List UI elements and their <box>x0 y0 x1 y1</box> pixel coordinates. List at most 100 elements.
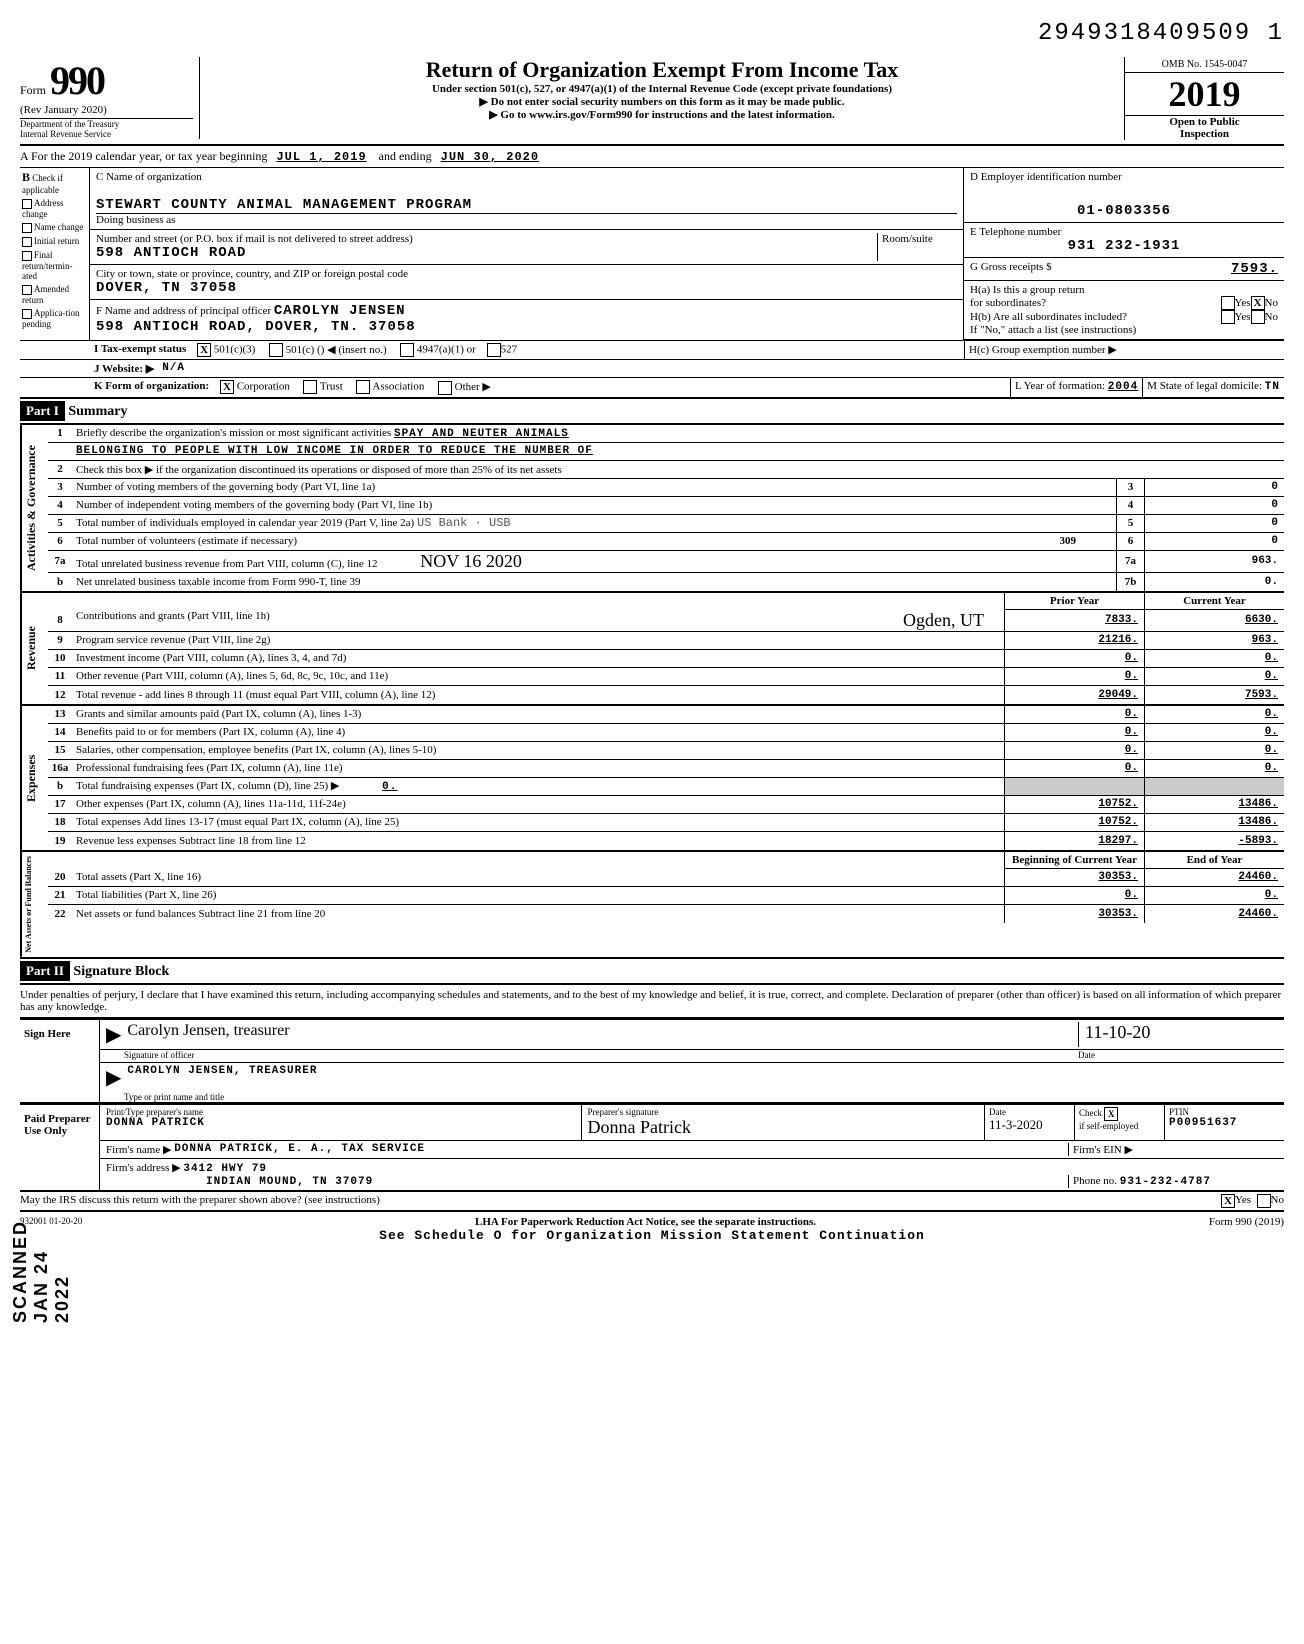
e22: 24460. <box>1144 905 1284 923</box>
check-501c[interactable] <box>269 343 283 357</box>
yes-2: Yes <box>1235 311 1251 323</box>
c15: 0. <box>1144 742 1284 759</box>
phone-label: E Telephone number <box>970 226 1278 238</box>
form-title: Return of Organization Exempt From Incom… <box>208 57 1116 83</box>
check-assoc[interactable] <box>356 380 370 394</box>
ha-no[interactable]: X <box>1251 296 1265 310</box>
line2: Check this box ▶ if the organization dis… <box>72 463 1284 476</box>
opt-trust: Trust <box>320 381 343 393</box>
check-501c3[interactable]: X <box>197 343 211 357</box>
line7b: Net unrelated business taxable income fr… <box>72 576 1116 588</box>
officer-name: CAROLYN JENSEN <box>274 303 406 319</box>
no-3: No <box>1271 1194 1284 1208</box>
website-value: N/A <box>158 360 189 377</box>
line7a: Total unrelated business revenue from Pa… <box>76 558 377 570</box>
sign-arrow-1: ▶ <box>106 1022 121 1047</box>
line10: Investment income (Part VIII, column (A)… <box>72 652 1004 664</box>
l-label: L Year of formation: <box>1015 380 1105 392</box>
firm-addr2: INDIAN MOUND, TN 37079 <box>206 1176 373 1188</box>
city-label: City or town, state or province, country… <box>96 268 957 280</box>
open-public-2: Inspection <box>1125 128 1284 140</box>
city-value: DOVER, TN 37058 <box>96 280 957 296</box>
hb-note: If "No," attach a list (see instructions… <box>970 324 1278 336</box>
no-1: No <box>1265 297 1278 309</box>
row-a: A For the 2019 calendar year, or tax yea… <box>20 146 1284 168</box>
preparer-signature: Donna Patrick <box>588 1117 978 1138</box>
row-i-label: I Tax-exempt status <box>90 341 190 359</box>
c10: 0. <box>1144 650 1284 667</box>
opt-4947: 4947(a)(1) or <box>417 344 476 356</box>
check-address[interactable] <box>22 199 32 209</box>
c9: 963. <box>1144 632 1284 649</box>
check-other[interactable] <box>438 381 452 395</box>
officer-addr: 598 ANTIOCH ROAD, DOVER, TN. 37058 <box>96 319 957 335</box>
part2-tag: Part II <box>20 961 70 981</box>
check-application[interactable] <box>22 309 32 319</box>
hdr-begin: Beginning of Current Year <box>1004 852 1144 869</box>
dept-line-2: Internal Revenue Service <box>20 129 193 139</box>
c14: 0. <box>1144 724 1284 741</box>
prep-date-label: Date <box>989 1107 1070 1117</box>
revenue-section: Revenue Prior YearCurrent Year 8Contribu… <box>20 593 1284 706</box>
check-final[interactable] <box>22 251 32 261</box>
ha-label: H(a) Is this a group return <box>970 284 1278 296</box>
line8: Contributions and grants (Part VIII, lin… <box>76 610 270 622</box>
date-caption: Date <box>1078 1050 1278 1060</box>
row-i: I Tax-exempt status X 501(c)(3) 501(c) (… <box>20 341 1284 360</box>
m-value: TN <box>1265 381 1280 393</box>
line11: Other revenue (Part VIII, column (A), li… <box>72 670 1004 682</box>
e20: 24460. <box>1144 869 1284 886</box>
b20: 30353. <box>1004 869 1144 886</box>
opt-501c: 501(c) ( <box>286 344 321 356</box>
line18: Total expenses Add lines 13-17 (must equ… <box>72 816 1004 828</box>
check-corp[interactable]: X <box>220 380 234 394</box>
stamp-date: NOV 16 2020 <box>420 551 522 571</box>
check-name[interactable] <box>22 223 32 233</box>
discuss-yes[interactable]: X <box>1221 1194 1235 1208</box>
check-selfemp[interactable]: X <box>1104 1107 1118 1121</box>
check-initial[interactable] <box>22 237 32 247</box>
hb-no[interactable] <box>1251 310 1265 324</box>
check-amended[interactable] <box>22 285 32 295</box>
stamp-bank: US Bank · USB <box>417 516 511 530</box>
ha-yes[interactable] <box>1221 296 1235 310</box>
sig-caption: Signature of officer <box>124 1050 1078 1060</box>
tax-year: 2019 <box>1125 73 1284 116</box>
stamp-309: 309 <box>1060 535 1077 547</box>
p9: 21216. <box>1004 632 1144 649</box>
row-a-mid: and ending <box>379 149 432 163</box>
hb-yes[interactable] <box>1221 310 1235 324</box>
dba-label: Doing business as <box>96 213 957 226</box>
p18: 10752. <box>1004 814 1144 831</box>
line12: Total revenue - add lines 8 through 11 (… <box>72 689 1004 701</box>
check-trust[interactable] <box>303 380 317 394</box>
netassets-label: Net Assets or Fund Balances <box>20 852 48 957</box>
p8: 7833. <box>1004 610 1144 631</box>
line16b: Total fundraising expenses (Part IX, col… <box>76 780 339 792</box>
expenses-section: Expenses 13Grants and similar amounts pa… <box>20 706 1284 852</box>
check-527[interactable] <box>487 343 501 357</box>
officer-signature: Carolyn Jensen, treasurer <box>127 1022 1078 1047</box>
firm-label: Firm's name ▶ <box>106 1143 171 1156</box>
sign-date: 11-10-20 <box>1078 1022 1278 1047</box>
org-name: STEWART COUNTY ANIMAL MANAGEMENT PROGRAM <box>96 197 957 213</box>
col-d: D Employer identification number 01-0803… <box>964 168 1284 340</box>
form-subtitle: Under section 501(c), 527, or 4947(a)(1)… <box>208 83 1116 95</box>
yes-1: Yes <box>1235 297 1251 309</box>
officer-typed: CAROLYN JENSEN, TREASURER <box>127 1065 317 1090</box>
row-k: K Form of organization: X Corporation Tr… <box>20 378 1284 398</box>
c8: 6630. <box>1144 610 1284 631</box>
firm-phone-label: Phone no. <box>1073 1175 1117 1187</box>
discuss-no[interactable] <box>1257 1194 1271 1208</box>
check-4947[interactable] <box>400 343 414 357</box>
c16a: 0. <box>1144 760 1284 777</box>
line13: Grants and similar amounts paid (Part IX… <box>72 708 1004 720</box>
ha-label2: for subordinates? <box>970 297 1221 309</box>
self-emp: if self-employed <box>1079 1121 1138 1131</box>
p13: 0. <box>1004 706 1144 723</box>
discuss-label: May the IRS discuss this return with the… <box>20 1194 1221 1208</box>
yes-3: Yes <box>1235 1194 1251 1208</box>
ptin-value: P00951637 <box>1169 1117 1280 1129</box>
col-b-header: B <box>22 170 30 184</box>
v7a: 963. <box>1144 551 1284 572</box>
